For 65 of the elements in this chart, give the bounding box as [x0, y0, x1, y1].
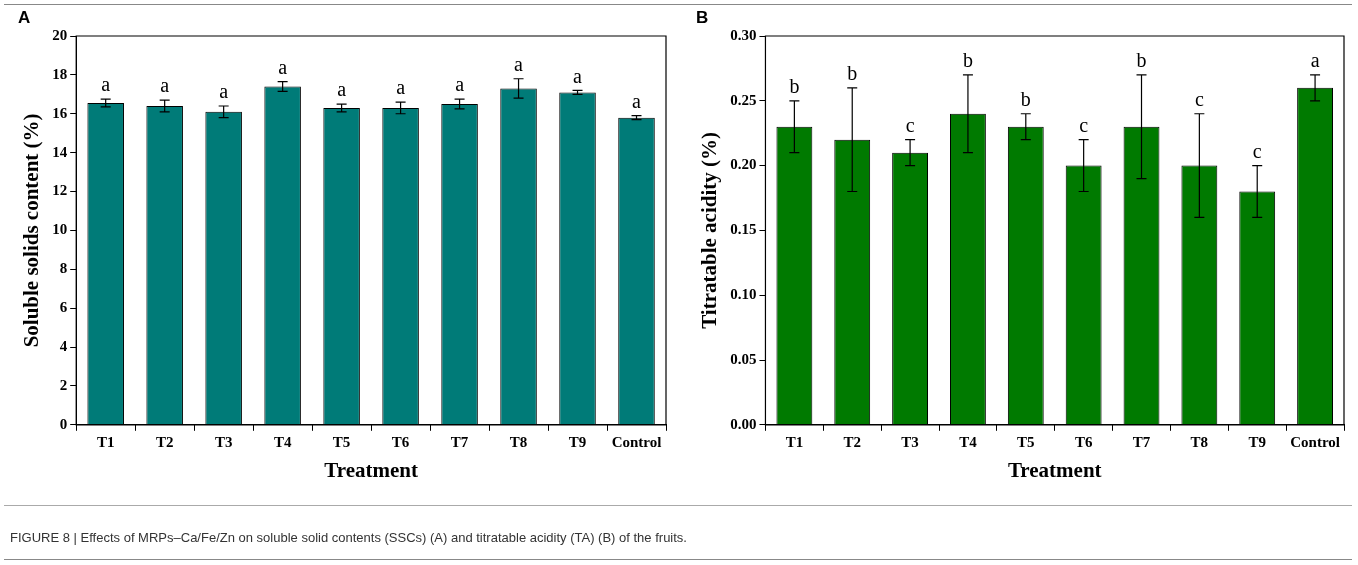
- x-tick-label: T9: [568, 433, 587, 450]
- y-tick-label: 8: [59, 260, 68, 277]
- annotation: b: [1020, 88, 1031, 111]
- x-axis-title: Treatment: [324, 457, 418, 482]
- annotation: c: [1079, 113, 1089, 136]
- x-tick-label: T3: [214, 433, 233, 450]
- x-tick-label: T6: [1074, 433, 1093, 450]
- annotation: b: [962, 49, 973, 72]
- chart-title: B: [696, 8, 709, 28]
- annotation: a: [337, 78, 347, 101]
- y-tick-label: 14: [52, 143, 68, 160]
- y-tick-label: 0: [59, 415, 68, 432]
- x-tick-label: T4: [273, 433, 292, 450]
- x-tick-label: T9: [1248, 433, 1266, 450]
- y-axis-title: Titratable acidity (%): [697, 132, 722, 329]
- annotation: a: [160, 74, 170, 97]
- x-tick-label: T2: [155, 433, 174, 450]
- annotation: b: [789, 75, 800, 98]
- y-tick-label: 0.30: [730, 26, 757, 43]
- y-tick-label: 0.15: [730, 221, 757, 238]
- y-tick-label: 0.20: [730, 156, 757, 173]
- y-tick-label: 6: [59, 299, 68, 316]
- chart-title: A: [18, 8, 31, 28]
- annotation: a: [1310, 49, 1320, 72]
- y-tick-label: 0.10: [730, 286, 757, 303]
- x-tick-label: T3: [901, 433, 919, 450]
- annotation: a: [219, 80, 229, 103]
- annotation: a: [514, 53, 524, 76]
- x-axis-title: Treatment: [1007, 457, 1102, 482]
- y-tick-label: 16: [52, 104, 68, 121]
- annotation: a: [101, 73, 111, 96]
- x-tick-label: T7: [1132, 433, 1151, 450]
- annotation: a: [573, 64, 583, 87]
- annotation: a: [632, 89, 642, 112]
- annotation: c: [905, 113, 915, 136]
- y-tick-label: 0.00: [730, 415, 757, 432]
- caption: FIGURE 8 | Effects of MRPs–Ca/Fe/Zn on soluble solid contents (SSCs) (A) and titratable acidity (TA) (B) of the fruits.: [10, 530, 687, 545]
- y-tick-label: 18: [52, 65, 68, 82]
- x-tick-label: T5: [332, 433, 351, 450]
- y-tick-label: 2: [59, 376, 68, 393]
- x-tick-label: Control: [1290, 433, 1340, 450]
- x-tick-label: T1: [96, 433, 115, 450]
- y-tick-label: 0.05: [730, 350, 757, 367]
- y-tick-label: 10: [52, 221, 68, 238]
- x-tick-label: T5: [1017, 433, 1035, 450]
- x-tick-label: T7: [450, 433, 469, 450]
- annotation: c: [1252, 139, 1262, 162]
- x-tick-label: T6: [391, 433, 410, 450]
- y-tick-label: 0.25: [730, 91, 757, 108]
- y-tick-label: 4: [59, 337, 68, 354]
- x-tick-label: T1: [785, 433, 804, 450]
- y-tick-label: 20: [52, 26, 68, 43]
- x-tick-label: T2: [843, 433, 861, 450]
- x-tick-label: Control: [611, 433, 662, 450]
- annotation: a: [455, 73, 465, 96]
- y-tick-label: 12: [52, 182, 68, 199]
- annotation: a: [278, 55, 288, 78]
- x-tick-label: T8: [1190, 433, 1209, 450]
- annotation: c: [1194, 88, 1204, 111]
- annotation: b: [847, 62, 858, 85]
- annotation: a: [396, 76, 406, 99]
- annotation: b: [1136, 49, 1147, 72]
- x-tick-label: T8: [509, 433, 528, 450]
- y-axis-title: Soluble solids content (%): [19, 113, 44, 348]
- x-tick-label: T4: [959, 433, 978, 450]
